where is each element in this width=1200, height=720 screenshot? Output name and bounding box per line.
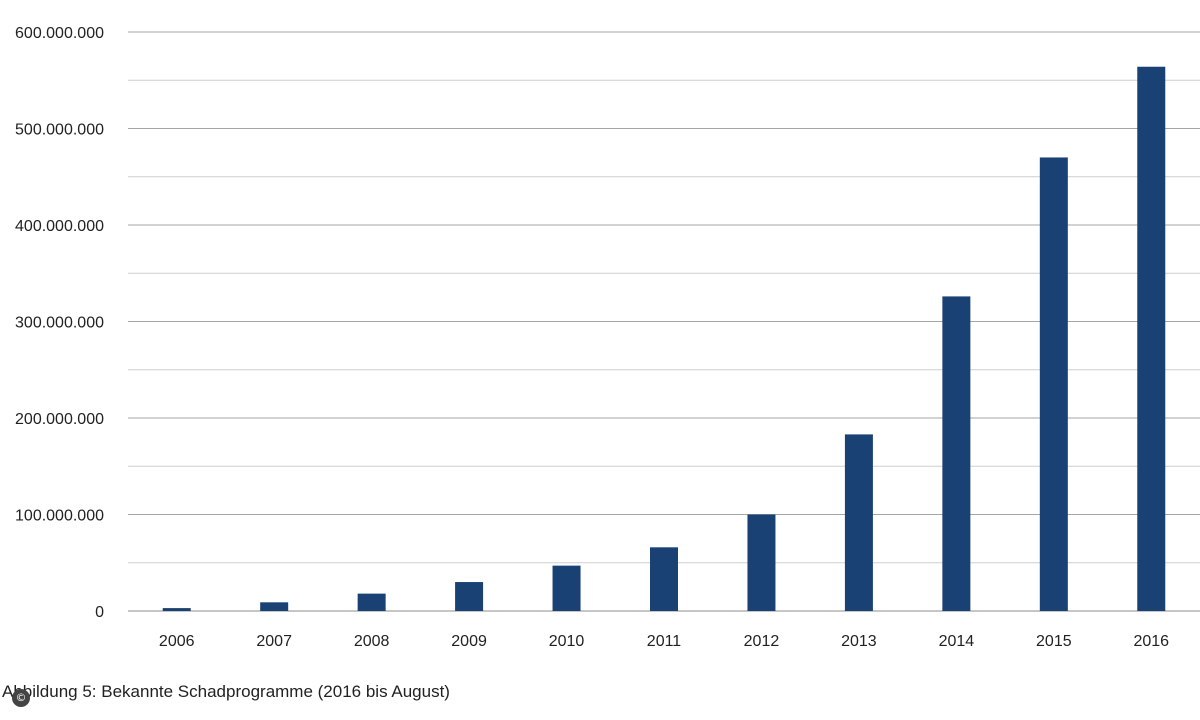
x-axis-ticks: 2006 2007 2008 2009 2010 2011 2012 2013 2014 2015… — [159, 633, 1169, 650]
x-tick-label: 2016 — [1133, 633, 1169, 650]
x-tick-label: 2008 — [354, 633, 390, 650]
bar-2012 — [747, 514, 776, 611]
y-axis-ticks: 0 100.000.000 200.000.000 300.000.000 400.00… — [15, 25, 104, 621]
y-tick-label: 100.000.000 — [15, 508, 104, 525]
bars — [162, 66, 1166, 612]
x-tick-label: 2012 — [744, 633, 780, 650]
bar-2013 — [844, 434, 873, 611]
bar-2015 — [1039, 157, 1068, 611]
copyright-icon: © — [12, 689, 30, 707]
figure-caption: Abbildung 5: Bekannte Schadprogramme (20… — [2, 682, 450, 701]
bar-2008 — [357, 593, 386, 611]
bar-2010 — [552, 565, 581, 611]
y-tick-label: 200.000.000 — [15, 411, 104, 428]
bar-chart: 0 100.000.000 200.000.000 300.000.000 400.00… — [15, 25, 1200, 650]
x-tick-label: 2014 — [939, 633, 975, 650]
y-tick-label: 500.000.000 — [15, 122, 104, 139]
x-tick-label: 2013 — [841, 633, 877, 650]
y-tick-label: 400.000.000 — [15, 218, 104, 235]
y-tick-label: 0 — [95, 604, 104, 621]
x-tick-label: 2006 — [159, 633, 195, 650]
bar-2007 — [260, 602, 289, 611]
x-tick-label: 2009 — [451, 633, 487, 650]
bar-2014 — [942, 296, 971, 611]
bar-2009 — [455, 582, 484, 611]
x-tick-label: 2007 — [256, 633, 292, 650]
x-tick-label: 2015 — [1036, 633, 1072, 650]
x-tick-label: 2011 — [647, 633, 682, 650]
y-tick-label: 600.000.000 — [15, 25, 104, 42]
x-tick-label: 2010 — [549, 633, 585, 650]
y-tick-label: 300.000.000 — [15, 315, 104, 332]
bar-2011 — [650, 547, 678, 611]
bar-2016 — [1137, 66, 1166, 612]
gridlines — [128, 31, 1200, 612]
bar-2006 — [162, 608, 191, 611]
